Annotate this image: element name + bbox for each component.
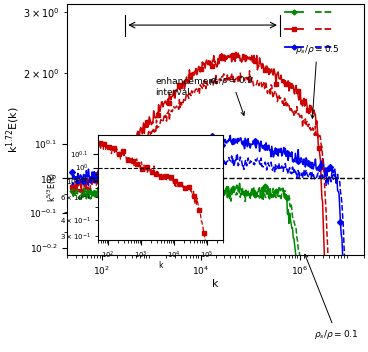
- X-axis label: k: k: [212, 278, 219, 289]
- Text: $\rho_s/\rho=0.1$: $\rho_s/\rho=0.1$: [304, 254, 359, 341]
- Text: enhancement
interval: enhancement interval: [155, 77, 218, 97]
- Text: $\rho_s/\rho=0.5$: $\rho_s/\rho=0.5$: [295, 43, 339, 118]
- Y-axis label: k$^{1.72}$E(k): k$^{1.72}$E(k): [4, 106, 22, 153]
- Text: $\rho_s/\rho=0.9$: $\rho_s/\rho=0.9$: [209, 74, 254, 115]
